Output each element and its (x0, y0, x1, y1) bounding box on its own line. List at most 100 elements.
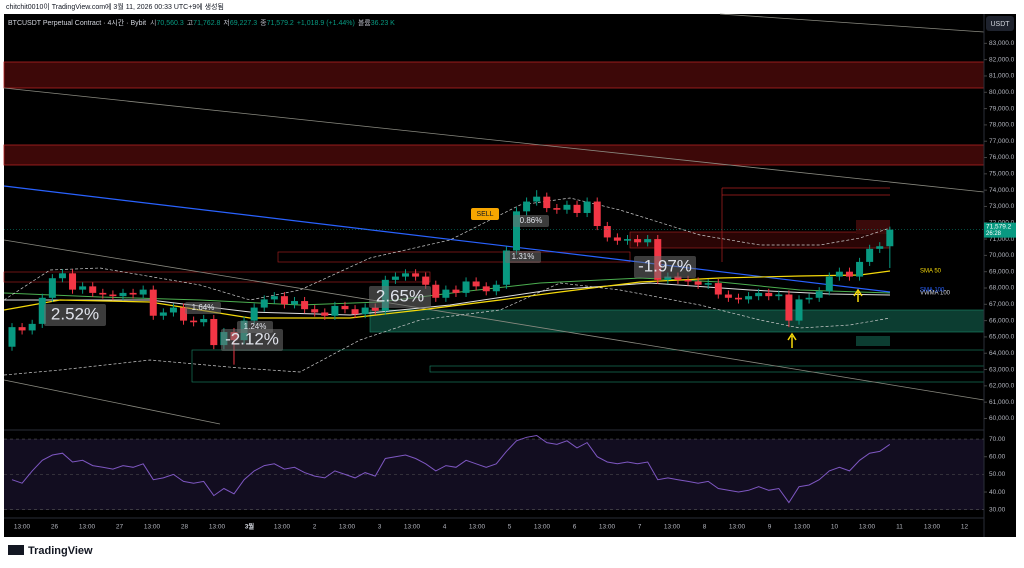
annotation-box (513, 215, 549, 227)
candle-body (533, 196, 541, 202)
x-tick-label: 13:00 (79, 524, 96, 531)
candle-body (886, 229, 894, 247)
arrow (853, 288, 863, 302)
y-tick-label: 65,000.0 (989, 334, 1015, 341)
annotation-box (221, 329, 283, 351)
moving-average (3, 277, 891, 306)
annotation: SELL (476, 211, 493, 218)
candle-body (331, 305, 339, 316)
y-tick-label: 82,000.0 (989, 56, 1015, 63)
x-tick-label: 6 (573, 524, 577, 531)
indicator-label: SMA 50 (920, 269, 942, 275)
candle-body (190, 320, 198, 323)
candle-body (129, 292, 137, 295)
annotation: 2.65% (376, 286, 424, 305)
x-tick-label: 9 (768, 524, 772, 531)
x-tick-label: 13:00 (144, 524, 161, 531)
candle-body (109, 294, 117, 297)
y-tick-label: 79,000.0 (989, 105, 1015, 112)
candle-body (432, 284, 440, 298)
y-tick-label: 74,000.0 (989, 187, 1015, 194)
candle-body (603, 226, 611, 238)
supply-zone (629, 231, 891, 249)
rsi-tick-label: 60.00 (989, 453, 1006, 460)
legend: BTCUSDT Perpetual Contract · 4시간 · Bybit… (8, 18, 395, 27)
candle-body (452, 289, 460, 293)
arrow (787, 332, 797, 348)
x-tick-label: 13:00 (794, 524, 811, 531)
x-tick-label: 26 (51, 524, 59, 531)
x-tick-label: 5 (508, 524, 512, 531)
candle-body (553, 208, 561, 210)
candle-body (704, 283, 712, 285)
legend-change: +1,018.9 (+1.44%) (297, 20, 355, 27)
candle-body (442, 289, 450, 298)
indicator-label: VWMA 100 (920, 291, 951, 297)
supply-zone (856, 220, 890, 234)
y-tick-label: 64,000.0 (989, 350, 1015, 357)
y-tick-label: 77,000.0 (989, 138, 1015, 145)
annotation: 1.24% (244, 322, 267, 331)
candle-body (371, 307, 379, 311)
x-tick-label: 13:00 (339, 524, 356, 531)
candle-body (835, 271, 843, 277)
currency[interactable]: USDT (990, 21, 1010, 28)
x-tick-label: 13:00 (469, 524, 486, 531)
candle-body (200, 318, 208, 323)
candle-body (583, 201, 591, 213)
y-tick-label: 75,000.0 (989, 171, 1015, 178)
annotation: -2.12% (225, 329, 279, 348)
x-tick-label: 13:00 (924, 524, 941, 531)
candle-body (845, 271, 853, 277)
x-tick-label: 13:00 (599, 524, 616, 531)
x-tick-label: 13:00 (209, 524, 226, 531)
y-tick-label: 78,000.0 (989, 122, 1015, 129)
candle-body (523, 201, 531, 212)
x-tick-label: 13:00 (14, 524, 31, 531)
annotation: 1.64% (192, 303, 215, 312)
y-tick-label: 62,000.0 (989, 383, 1015, 390)
legend-label: 볼륨 (358, 18, 371, 27)
x-tick-label: 28 (181, 524, 189, 531)
brand: TradingView (28, 545, 93, 557)
x-tick-label: 8 (703, 524, 707, 531)
rsi-tick-label: 50.00 (989, 471, 1006, 478)
trend-line (3, 239, 985, 401)
candle-body (513, 211, 520, 251)
candle-body (351, 309, 359, 315)
candle-body (825, 276, 833, 292)
symbol: BTCUSDT Perpetual Contract · 4시간 · Bybit (8, 18, 146, 27)
candle-body (38, 297, 46, 324)
candle-body (341, 305, 349, 310)
candle-body (795, 299, 803, 321)
legend-value: 36.23 K (371, 20, 395, 27)
annotation-box (185, 302, 221, 314)
candle-body (856, 261, 864, 277)
candle-body (785, 294, 793, 321)
candle-body (462, 281, 470, 293)
candle-body (684, 279, 692, 282)
candle-body (250, 307, 258, 321)
candle-body (866, 248, 874, 262)
candle-body (311, 309, 319, 313)
candle-body (18, 327, 26, 331)
demand-zone (856, 336, 890, 346)
x-tick-label: 13:00 (274, 524, 291, 531)
candle-body (321, 312, 329, 316)
annotation-box (505, 251, 541, 263)
candle-body (472, 281, 480, 287)
x-tick-label: 13:00 (664, 524, 681, 531)
demand-zone (369, 309, 985, 333)
currency-button[interactable] (986, 16, 1014, 31)
x-tick-label: 3월 (245, 522, 255, 531)
y-tick-label: 68,000.0 (989, 285, 1015, 292)
candle-body (775, 294, 783, 297)
candle-body (815, 291, 823, 298)
candle-body (89, 286, 97, 293)
logo-mark (8, 545, 24, 555)
candle-body (674, 276, 682, 280)
candle-body (422, 276, 430, 285)
legend-value: 71,762.8 (193, 20, 220, 27)
y-tick-label: 61,000.0 (989, 399, 1015, 406)
x-tick-label: 2 (313, 524, 317, 531)
